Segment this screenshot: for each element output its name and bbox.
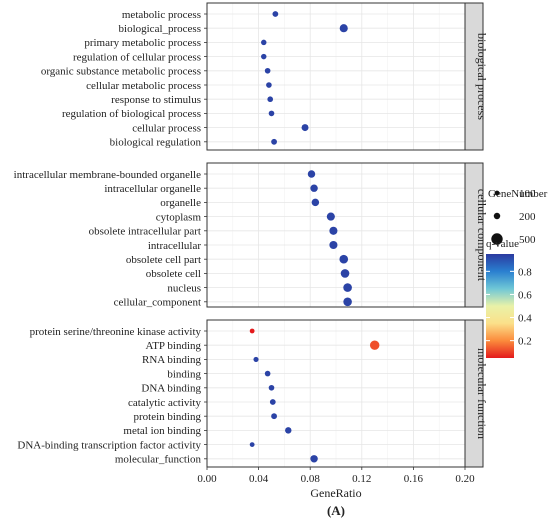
facet-label: cellular component — [475, 189, 489, 282]
term-label: intracellular — [148, 240, 201, 252]
data-point — [272, 11, 279, 17]
colorbar-tick-label: 0.8 — [518, 266, 532, 278]
size-legend-title: GeneNumber — [488, 188, 548, 200]
data-point — [307, 170, 316, 178]
term-label: RNA binding — [142, 354, 201, 366]
data-point — [268, 110, 275, 117]
term-label: organelle — [160, 197, 201, 209]
colorbar — [486, 254, 514, 358]
term-label: biological regulation — [110, 137, 202, 149]
size-legend-label: 200 — [519, 211, 536, 223]
term-label: response to stimulus — [111, 94, 201, 106]
facet-0-strip — [464, 2, 484, 151]
facet-2-strip — [464, 319, 484, 468]
term-label: primary metabolic process — [84, 37, 201, 49]
x-axis-label: GeneRatio — [310, 486, 361, 500]
term-label: cellular metabolic process — [86, 80, 201, 92]
x-tick-label: 0.08 — [301, 473, 321, 485]
data-point — [249, 328, 255, 334]
term-label: DNA-binding transcription factor activit… — [17, 439, 201, 451]
term-label: protein serine/threonine kinase activity — [30, 326, 202, 338]
term-label: molecular_function — [115, 454, 202, 466]
data-point — [339, 24, 348, 33]
data-point — [310, 184, 318, 192]
facet-label: molecular function — [475, 348, 489, 439]
x-tick-label: 0.16 — [404, 473, 424, 485]
figure-caption: (A) — [327, 503, 345, 518]
data-point — [271, 413, 277, 420]
term-label: catalytic activity — [128, 397, 201, 409]
term-label: nucleus — [167, 282, 201, 294]
data-point — [329, 226, 338, 235]
size-legend-dot — [494, 190, 500, 196]
data-point — [369, 340, 380, 350]
data-point — [268, 384, 275, 391]
term-label: organic substance metabolic process — [41, 66, 201, 78]
colorbar-tick-label: 0.6 — [518, 289, 532, 301]
data-point — [269, 399, 276, 405]
data-point — [266, 82, 272, 88]
term-label: obsolete intracellular part — [89, 226, 201, 238]
term-label: regulation of cellular process — [73, 51, 201, 63]
term-label: cytoplasm — [156, 211, 202, 223]
term-label: cellular_component — [114, 297, 201, 309]
data-point — [343, 283, 352, 292]
x-tick-label: 0.04 — [249, 473, 269, 485]
data-point — [267, 96, 274, 103]
term-label: DNA binding — [141, 383, 201, 395]
term-label: binding — [167, 368, 201, 380]
data-point — [329, 240, 338, 250]
data-point — [301, 124, 309, 132]
term-label: obsolete cell — [146, 268, 201, 280]
data-point — [261, 53, 267, 60]
data-point — [249, 442, 255, 447]
term-label: intracellular organelle — [104, 183, 201, 195]
term-label: cellular process — [132, 122, 201, 134]
data-point — [326, 212, 335, 221]
term-label: obsolete cell part — [126, 254, 201, 266]
term-label: metabolic process — [122, 9, 201, 21]
data-point — [339, 254, 349, 264]
data-point — [310, 455, 318, 463]
data-point — [340, 269, 350, 278]
facet-1-strip — [464, 162, 484, 308]
term-label: metal ion binding — [123, 425, 201, 437]
facet-label: biological process — [475, 33, 489, 120]
color-legend-title: q-value — [486, 238, 519, 250]
term-label: protein binding — [133, 411, 201, 423]
data-point — [271, 138, 277, 145]
data-point — [261, 39, 267, 46]
term-label: regulation of biological process — [62, 108, 201, 120]
data-point — [311, 198, 320, 207]
term-label: ATP binding — [145, 340, 201, 352]
data-point — [285, 427, 292, 434]
x-tick-label: 0.12 — [352, 473, 371, 485]
term-label: intracellular membrane-bounded organelle — [14, 169, 201, 181]
size-legend-dot — [493, 212, 501, 220]
x-tick-label: 0.20 — [455, 473, 475, 485]
colorbar-tick-label: 0.2 — [518, 336, 532, 348]
size-legend-label: 100 — [519, 188, 536, 200]
term-label: biological_process — [119, 23, 201, 35]
data-point — [264, 67, 271, 74]
data-point — [343, 297, 352, 307]
size-legend-label: 500 — [519, 234, 536, 246]
data-point — [253, 356, 259, 362]
size-legend-dot — [491, 233, 503, 245]
x-tick-label: 0.00 — [197, 473, 217, 485]
colorbar-tick-label: 0.4 — [518, 313, 532, 325]
data-point — [264, 370, 271, 377]
